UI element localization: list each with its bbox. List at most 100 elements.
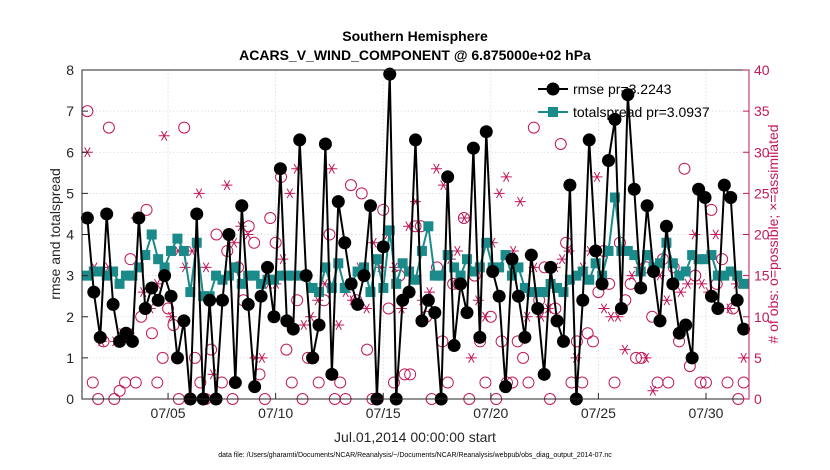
rmse-point (125, 334, 139, 348)
totalspread-point (249, 270, 260, 281)
obs-possible-point (156, 351, 169, 364)
rmse-point (473, 330, 487, 344)
rmse-point (531, 302, 545, 316)
totalspread-point (635, 266, 646, 277)
rmse-point (428, 306, 442, 320)
rmse-point (267, 310, 281, 324)
y-tick-label: 0 (66, 391, 74, 407)
obs-possible-point (517, 351, 530, 364)
totalspread-point (153, 254, 164, 265)
obs-possible-point (178, 121, 191, 134)
obs-assimilated-point (158, 130, 170, 141)
obs-assimilated-point (598, 303, 610, 314)
obs-assimilated-point (619, 344, 631, 355)
totalspread-point (629, 250, 640, 261)
totalspread-point (217, 274, 228, 285)
totalspread-point (571, 270, 582, 281)
rmse-point (100, 207, 114, 221)
obs-possible-point (361, 343, 374, 356)
totalspread-point (281, 270, 292, 281)
obs-possible-point (587, 335, 600, 348)
y-right-tick-label: 25 (754, 185, 770, 201)
rmse-point (556, 334, 570, 348)
rmse-point (653, 314, 667, 328)
rmse-point (634, 281, 648, 295)
totalspread-point (159, 262, 170, 273)
totalspread-point (616, 245, 627, 256)
obs-possible-point (323, 228, 336, 241)
rmse-point (170, 351, 184, 365)
totalspread-point (320, 262, 331, 273)
obs-assimilated-point (451, 245, 463, 256)
y-tick-label: 8 (66, 62, 74, 78)
totalspread-point (108, 266, 119, 277)
y-right-tick-label: 20 (754, 227, 770, 243)
totalspread-point (423, 221, 434, 232)
y-tick-label: 2 (66, 309, 74, 325)
obs-possible-point (291, 294, 304, 307)
rmse-point (499, 380, 513, 394)
legend: rmse pr=3.2243 totalspread pr=3.0937 (538, 81, 710, 120)
totalspread-point (114, 278, 125, 289)
x-tick-label: 07/15 (366, 405, 401, 421)
totalspread-point (120, 270, 131, 281)
totalspread-point (449, 262, 460, 273)
totalspread-point (622, 245, 633, 256)
totalspread-point (687, 250, 698, 261)
totalspread-point (365, 287, 376, 298)
totalspread-point (725, 266, 736, 277)
totalspread-point (268, 274, 279, 285)
obs-assimilated-point (696, 278, 708, 289)
obs-possible-point (716, 253, 729, 266)
rmse-point (344, 277, 358, 291)
rmse-point (550, 314, 564, 328)
obs-possible-point (285, 376, 298, 389)
totalspread-point (539, 287, 550, 298)
obs-assimilated-point (640, 352, 652, 363)
obs-assimilated-point (591, 171, 603, 182)
obs-assimilated-point (430, 163, 442, 174)
rmse-point (415, 314, 429, 328)
totalspread-point (526, 287, 537, 298)
totalspread-point (191, 237, 202, 248)
rmse-point (164, 289, 178, 303)
totalspread-point (333, 258, 344, 269)
rmse-point (222, 228, 236, 241)
totalspread-point (429, 270, 440, 281)
rmse-point (151, 293, 165, 307)
totalspread-point (712, 270, 723, 281)
totalspread-point (198, 291, 209, 302)
obs-possible-point (280, 343, 293, 356)
rmse-point (293, 133, 307, 147)
chart-subtitle: ACARS_V_WIND_COMPONENT @ 6.875000e+02 hP… (239, 47, 591, 63)
y-axis-label: rmse and totalspread (47, 168, 63, 300)
totalspread-point (172, 233, 183, 244)
obs-assimilated-point (284, 188, 296, 199)
rmse-point (261, 260, 275, 274)
rmse-point (717, 178, 731, 192)
totalspread-point (732, 270, 743, 281)
obs-assimilated-point (493, 188, 505, 199)
rmse-point (80, 211, 94, 225)
obs-possible-point (570, 335, 583, 348)
rmse-point (511, 289, 525, 303)
totalspread-point (378, 282, 389, 293)
rmse-point (679, 318, 693, 332)
totalspread-point (738, 278, 749, 289)
obs-assimilated-point (333, 319, 345, 330)
totalspread-point (326, 282, 337, 293)
obs-assimilated-point (256, 352, 268, 363)
obs-possible-point (694, 376, 707, 389)
y-axis-label-right: # of obs: o=possible; ×=assimilated (765, 124, 781, 343)
totalspread-point (397, 258, 408, 269)
obs-assimilated-point (514, 196, 526, 207)
totalspread-point (667, 258, 678, 269)
totalspread-point (101, 270, 112, 281)
totalspread-point (146, 229, 157, 240)
rmse-point (421, 293, 435, 307)
rmse-point (737, 322, 751, 336)
totalspread-point (442, 250, 453, 261)
rmse-point (518, 330, 532, 344)
rmse-point (357, 269, 371, 283)
obs-possible-point (145, 327, 158, 340)
